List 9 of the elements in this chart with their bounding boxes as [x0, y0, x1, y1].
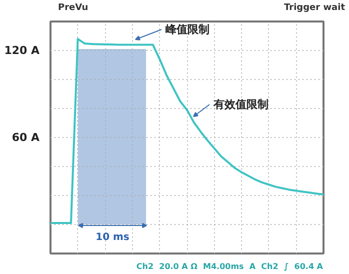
text: Ch2 20.0 A Ω M4.00ms A Ch2 ∫ 60.4 A [136, 261, 323, 272]
annotation: 峰值限制 [166, 23, 210, 36]
text: Trigger wait [284, 2, 345, 15]
y-tick-label: 60 A [12, 131, 40, 144]
y-tick-label: 120 A [4, 44, 40, 57]
annotation: 有效值限制 [212, 98, 268, 111]
annotation: 10 ms [96, 232, 130, 243]
text: PreVu [58, 2, 88, 15]
line-series [50, 38, 324, 224]
